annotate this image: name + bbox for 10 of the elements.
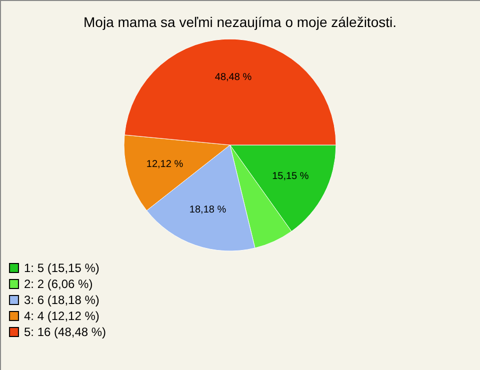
data-label: 12,12 % (146, 159, 184, 170)
legend-label: 2: 2 (6,06 %) (24, 277, 93, 291)
legend-label: 5: 16 (48,48 %) (24, 325, 106, 339)
chart-title: Moja mama sa veľmi nezaujíma o moje záležitosti. (84, 14, 396, 30)
legend-label: 3: 6 (18,18 %) (24, 293, 100, 307)
legend-label: 4: 4 (12,12 %) (24, 309, 100, 323)
data-label: 18,18 % (189, 204, 226, 216)
legend-label: 1: 5 (15,15 %) (24, 261, 100, 275)
data-label: 15,15 % (272, 171, 309, 182)
data-label: 48,48 % (214, 72, 252, 84)
